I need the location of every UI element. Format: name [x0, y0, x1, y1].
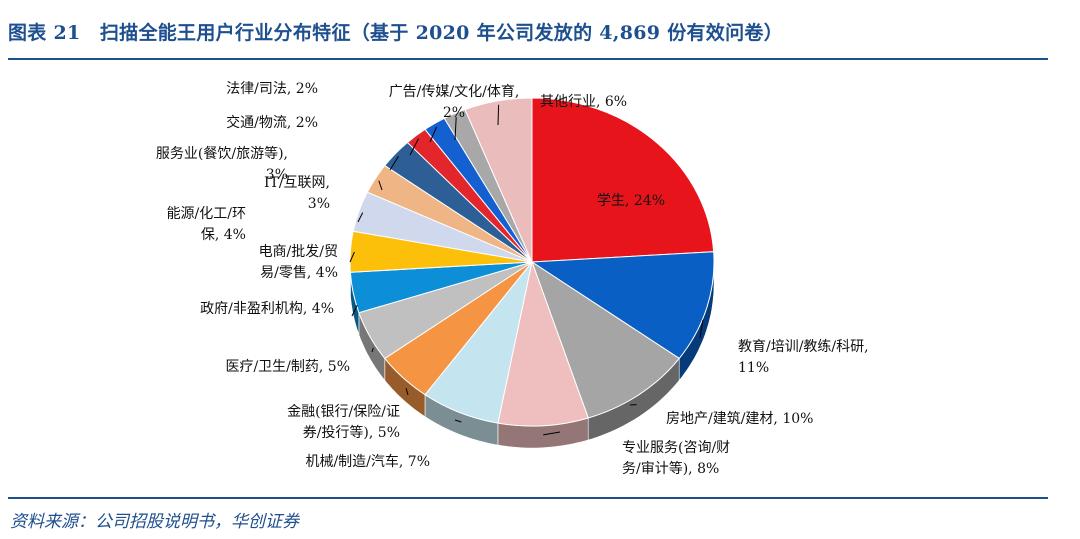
slice-label-2: 教育/培训/教练/科研, 11% — [738, 339, 869, 376]
slice-label-7: 医疗/卫生/制药, 5% — [225, 359, 350, 375]
slice-label-line: 医疗/卫生/制药, 5% — [225, 359, 350, 375]
slice-label-16: 其他行业, 6% — [540, 94, 627, 110]
slice-label-line: 交通/物流, 2% — [226, 114, 318, 131]
slice-label-line: 保, 4% — [201, 227, 246, 243]
slice-label-1: 学生, 24% — [597, 193, 665, 209]
source-divider — [8, 497, 1048, 499]
pie-slice-4 — [497, 260, 589, 427]
slice-label-line: 广告/传媒/文化/体育, — [389, 84, 520, 100]
source-note: 资料来源：公司招股说明书，华创证券 — [10, 512, 299, 532]
slice-label-10: 能源/化工/环保, 4% — [167, 206, 246, 243]
leader-line-6 — [405, 388, 409, 396]
leader-line-5 — [454, 419, 462, 423]
slice-label-line: 能源/化工/环 — [167, 206, 246, 222]
leader-line-8 — [351, 304, 358, 317]
slice-label-line: 机械/制造/汽车, 7% — [305, 453, 430, 470]
slice-label-line: 教育/培训/教练/科研, — [738, 339, 869, 355]
slice-label-14: 法律/司法, 2% — [226, 81, 318, 97]
slice-label-line: 金融(银行/保险/证 — [287, 404, 400, 420]
slice-label-line: 房地产/建筑/建材, 10% — [666, 411, 813, 427]
slice-label-line: 法律/司法, 2% — [226, 81, 318, 97]
slice-label-line: 3% — [266, 167, 288, 183]
slice-label-line: 政府/非盈利机构, 4% — [200, 301, 334, 317]
leader-line-13 — [409, 138, 419, 156]
pie-slice-2 — [530, 251, 715, 360]
slice-label-5: 机械/制造/汽车, 7% — [305, 453, 430, 470]
slice-label-line: 专业服务(咨询/财 — [622, 440, 730, 456]
slice-label-line: 3% — [308, 196, 330, 212]
slice-label-4: 专业服务(咨询/财务/审计等), 8% — [622, 440, 730, 477]
chart-title: 图表 21 扫描全能王用户行业分布特征（基于 2020 年公司发放的 4,869… — [8, 22, 783, 44]
slice-label-line: 务/审计等), 8% — [622, 460, 719, 477]
leader-line-15 — [454, 117, 457, 141]
leader-line-16 — [497, 104, 500, 126]
leader-line-4 — [543, 431, 561, 436]
slice-label-line: IT/互联网, — [264, 175, 330, 191]
slice-label-line: 11% — [738, 360, 769, 376]
slice-label-line: 2% — [443, 105, 465, 121]
slice-label-12: 服务业(餐饮/旅游等), 3% — [156, 145, 288, 183]
leader-line-10 — [357, 212, 364, 223]
pie-slice-3 — [531, 260, 680, 419]
slice-label-line: 易/零售, 4% — [260, 265, 338, 281]
slice-label-8: 政府/非盈利机构, 4% — [200, 301, 334, 317]
leader-line-9 — [349, 251, 355, 263]
slice-label-15: 广告/传媒/文化/体育, 2% — [389, 84, 520, 121]
title-divider — [8, 58, 1048, 60]
leader-line-12 — [389, 155, 399, 171]
pie-slice-16 — [464, 97, 533, 263]
slice-label-line: 电商/批发/贸 — [259, 244, 338, 260]
slice-label-3: 房地产/建筑/建材, 10% — [666, 411, 813, 427]
leader-line-2 — [699, 319, 704, 339]
slice-label-6: 金融(银行/保险/证券/投行等), 5% — [287, 404, 400, 441]
slice-label-9: 电商/批发/贸易/零售, 4% — [259, 244, 338, 281]
slice-label-line: 学生, 24% — [597, 193, 665, 209]
pie-slice-1 — [531, 97, 715, 263]
slice-label-line: 券/投行等), 5% — [303, 424, 400, 441]
slice-label-line: 服务业(餐饮/旅游等), — [156, 145, 288, 162]
leader-line-14 — [429, 126, 438, 143]
slice-label-11: IT/互联网, 3% — [264, 175, 330, 212]
slice-label-13: 交通/物流, 2% — [226, 114, 318, 131]
leader-line-7 — [371, 347, 374, 353]
leader-line-11 — [378, 180, 383, 191]
slice-label-line: 其他行业, 6% — [540, 94, 627, 110]
